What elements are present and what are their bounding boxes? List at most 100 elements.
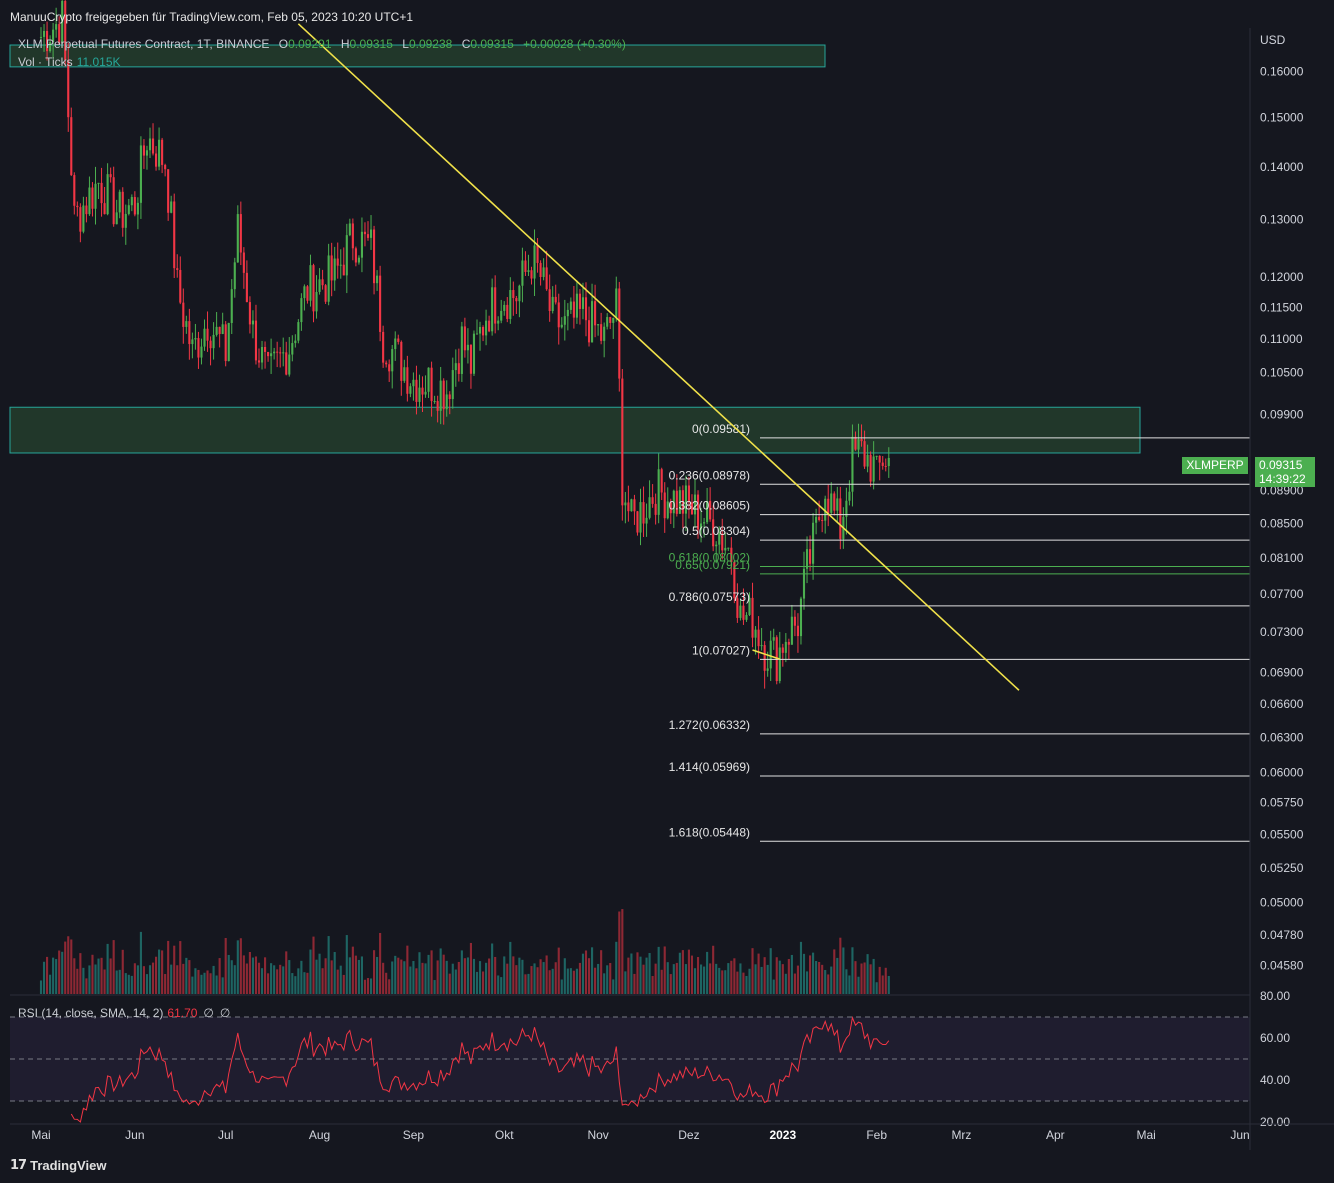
volume-bar bbox=[718, 967, 721, 994]
candle-body bbox=[766, 668, 769, 671]
trendline-1 bbox=[752, 649, 781, 660]
volume-bar bbox=[818, 961, 821, 994]
volume-bar bbox=[58, 950, 61, 994]
x-tick-label: Okt bbox=[495, 1128, 514, 1142]
volume-bar bbox=[730, 960, 733, 994]
volume-bar bbox=[506, 963, 509, 994]
candle-body bbox=[318, 279, 321, 292]
candle-body bbox=[179, 269, 182, 303]
candle-body bbox=[575, 293, 578, 318]
rsi-tick-label: 80.00 bbox=[1260, 989, 1290, 1003]
candle-body bbox=[554, 296, 557, 303]
currency-label[interactable]: USD bbox=[1260, 33, 1286, 47]
volume-bar bbox=[106, 943, 109, 994]
candle-body bbox=[799, 598, 803, 637]
candle-body bbox=[173, 201, 176, 269]
volume-bar bbox=[642, 964, 645, 994]
volume-bar bbox=[681, 950, 684, 994]
candle-body bbox=[61, 0, 64, 44]
candle-body bbox=[808, 549, 812, 564]
symbol-name[interactable]: XLM Perpetual Futures Contract, 1T, BINA… bbox=[18, 37, 270, 51]
rsi-line bbox=[70, 1015, 890, 1123]
volume-bar bbox=[606, 965, 609, 994]
y-tick-label: 0.13000 bbox=[1260, 213, 1304, 227]
candle-body bbox=[379, 275, 382, 332]
volume-bar bbox=[451, 963, 454, 994]
volume-legend[interactable]: Vol · Ticks 11.015K bbox=[18, 55, 121, 69]
volume-bar bbox=[315, 959, 318, 994]
candle-body bbox=[824, 498, 827, 521]
fib-label: 0.382(0.08605) bbox=[669, 499, 750, 513]
candle-body bbox=[185, 321, 188, 327]
candle-body bbox=[802, 568, 806, 599]
volume-bar bbox=[42, 961, 46, 994]
volume-bar bbox=[218, 958, 221, 994]
candle-body bbox=[254, 320, 258, 361]
volume-bar bbox=[669, 974, 672, 994]
candle-body bbox=[112, 177, 115, 225]
y-tick-label: 0.05000 bbox=[1260, 896, 1304, 910]
volume-bar bbox=[279, 964, 282, 994]
volume-bar bbox=[769, 948, 772, 994]
candle-body bbox=[433, 401, 436, 403]
candle-body bbox=[527, 270, 530, 272]
candle-body bbox=[333, 258, 336, 281]
candle-body bbox=[491, 287, 494, 332]
volume-bar bbox=[194, 968, 197, 994]
candle-body bbox=[161, 139, 164, 165]
volume-bar bbox=[173, 945, 176, 994]
candle-body bbox=[49, 42, 52, 52]
volume-bar bbox=[645, 957, 648, 994]
volume-bar bbox=[491, 943, 494, 994]
candle-body bbox=[209, 340, 212, 349]
symbol-price-tag: XLMPERP bbox=[1182, 457, 1248, 474]
volume-bar bbox=[88, 965, 91, 994]
candle-body bbox=[751, 597, 754, 638]
volume-bar bbox=[781, 964, 784, 994]
volume-bar bbox=[612, 979, 615, 994]
volume-bar bbox=[466, 957, 469, 994]
volume-bar bbox=[842, 947, 845, 994]
candle-body bbox=[497, 320, 500, 324]
y-tick-label: 0.04780 bbox=[1260, 928, 1304, 942]
x-tick-label: Apr bbox=[1046, 1128, 1065, 1142]
bar-countdown: 14:39:22 bbox=[1259, 472, 1306, 486]
volume-bar bbox=[881, 975, 884, 994]
volume-bar bbox=[472, 958, 476, 994]
candle-body bbox=[548, 289, 551, 311]
volume-bar bbox=[148, 965, 152, 994]
candle-body bbox=[85, 205, 88, 215]
volume-bar bbox=[615, 941, 618, 994]
candle-body bbox=[687, 485, 691, 503]
rsi-band-fill bbox=[10, 1017, 1250, 1101]
volume-bar bbox=[318, 953, 321, 994]
volume-bar bbox=[142, 966, 146, 994]
candle-body bbox=[321, 279, 324, 286]
volume-bar bbox=[176, 965, 179, 994]
candle-body bbox=[881, 462, 884, 466]
rsi-legend[interactable]: RSI (14, close, SMA, 14, 2) 61.70 ∅ ∅ bbox=[18, 1006, 230, 1020]
candle-body bbox=[712, 519, 715, 547]
candle-body bbox=[606, 317, 609, 327]
candle-body bbox=[654, 503, 657, 515]
low-label: L bbox=[402, 37, 409, 51]
candle-body bbox=[460, 326, 463, 374]
candle-body bbox=[494, 287, 497, 324]
footer-brand[interactable]: 𝟭𝟳 TradingView bbox=[10, 1157, 106, 1173]
candle-body bbox=[709, 500, 712, 520]
volume-bar bbox=[61, 951, 64, 994]
candle-body bbox=[699, 523, 703, 530]
candle-body bbox=[270, 353, 273, 357]
volume-bar bbox=[657, 946, 660, 994]
volume-bar bbox=[609, 962, 612, 994]
volume-bar bbox=[503, 956, 506, 994]
volume-bar bbox=[276, 969, 279, 994]
volume-bar bbox=[639, 956, 642, 994]
high-label: H bbox=[340, 37, 350, 51]
candle-body bbox=[224, 324, 227, 362]
candle-body bbox=[466, 344, 469, 351]
candle-body bbox=[115, 212, 118, 225]
y-tick-label: 0.09900 bbox=[1260, 407, 1304, 421]
candle-body bbox=[188, 321, 191, 345]
